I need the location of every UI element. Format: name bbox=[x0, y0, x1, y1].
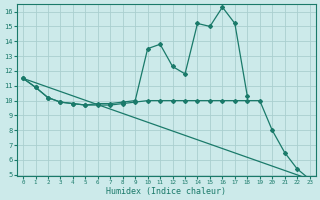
X-axis label: Humidex (Indice chaleur): Humidex (Indice chaleur) bbox=[106, 187, 226, 196]
